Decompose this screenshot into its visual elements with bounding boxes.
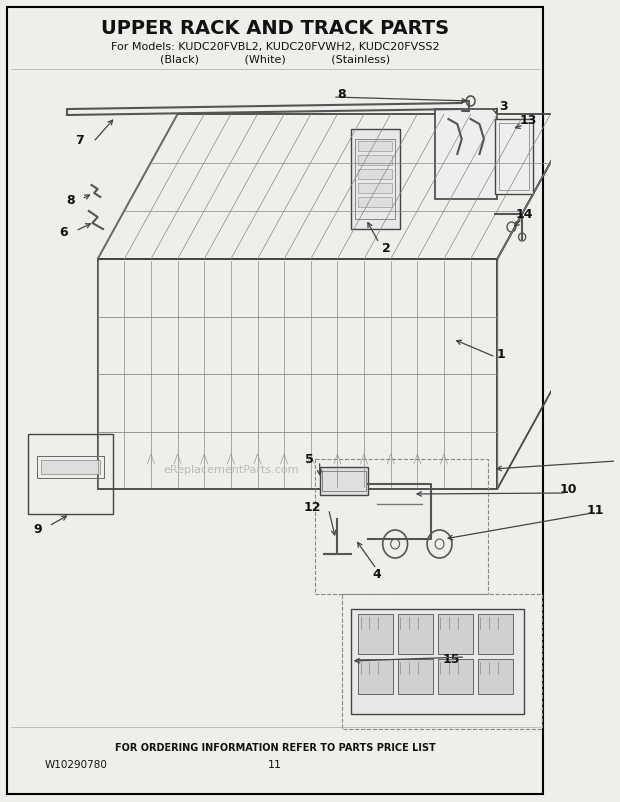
Bar [41, 460, 100, 475]
Text: (Black)             (White)             (Stainless): (Black) (White) (Stainless) [160, 55, 391, 65]
Bar [435, 110, 497, 200]
Text: 6: 6 [60, 225, 68, 238]
Text: 9: 9 [33, 523, 42, 536]
Text: 13: 13 [520, 113, 537, 127]
Bar [351, 130, 399, 229]
Bar [438, 614, 473, 654]
Text: 2: 2 [382, 241, 391, 254]
Bar [358, 184, 392, 194]
Bar [322, 472, 366, 492]
Text: FOR ORDERING INFORMATION REFER TO PARTS PRICE LIST: FOR ORDERING INFORMATION REFER TO PARTS … [115, 742, 436, 752]
Text: 14: 14 [515, 209, 533, 221]
Bar [398, 614, 433, 654]
Text: UPPER RACK AND TRACK PARTS: UPPER RACK AND TRACK PARTS [101, 18, 449, 38]
Bar [358, 614, 393, 654]
Bar [358, 142, 392, 152]
Text: 10: 10 [559, 483, 577, 496]
Text: 5: 5 [304, 453, 313, 466]
Bar [355, 140, 395, 220]
Text: 8: 8 [67, 193, 76, 206]
Bar [342, 594, 542, 729]
Bar [499, 124, 529, 191]
Bar [29, 435, 113, 514]
Text: 11: 11 [268, 759, 282, 769]
Text: 4: 4 [372, 568, 381, 581]
Text: eReplacementParts.com: eReplacementParts.com [164, 464, 299, 475]
Bar [478, 614, 513, 654]
Bar [351, 610, 524, 714]
Bar [315, 460, 489, 594]
Text: 3: 3 [499, 100, 508, 113]
Bar [495, 119, 533, 195]
Bar [320, 468, 368, 496]
Text: 8: 8 [337, 88, 346, 101]
Text: 12: 12 [304, 501, 321, 514]
Bar [438, 659, 473, 695]
Bar [358, 170, 392, 180]
Text: 15: 15 [442, 653, 460, 666]
Text: For Models: KUDC20FVBL2, KUDC20FVWH2, KUDC20FVSS2: For Models: KUDC20FVBL2, KUDC20FVWH2, KU… [111, 42, 440, 52]
Bar [358, 659, 393, 695]
Text: 7: 7 [76, 133, 84, 146]
Bar [478, 659, 513, 695]
Text: W10290780: W10290780 [45, 759, 107, 769]
Bar [358, 156, 392, 166]
Bar [358, 198, 392, 208]
Text: 11: 11 [586, 503, 604, 516]
Bar [37, 456, 104, 479]
Text: 1: 1 [497, 348, 505, 361]
Bar [398, 659, 433, 695]
